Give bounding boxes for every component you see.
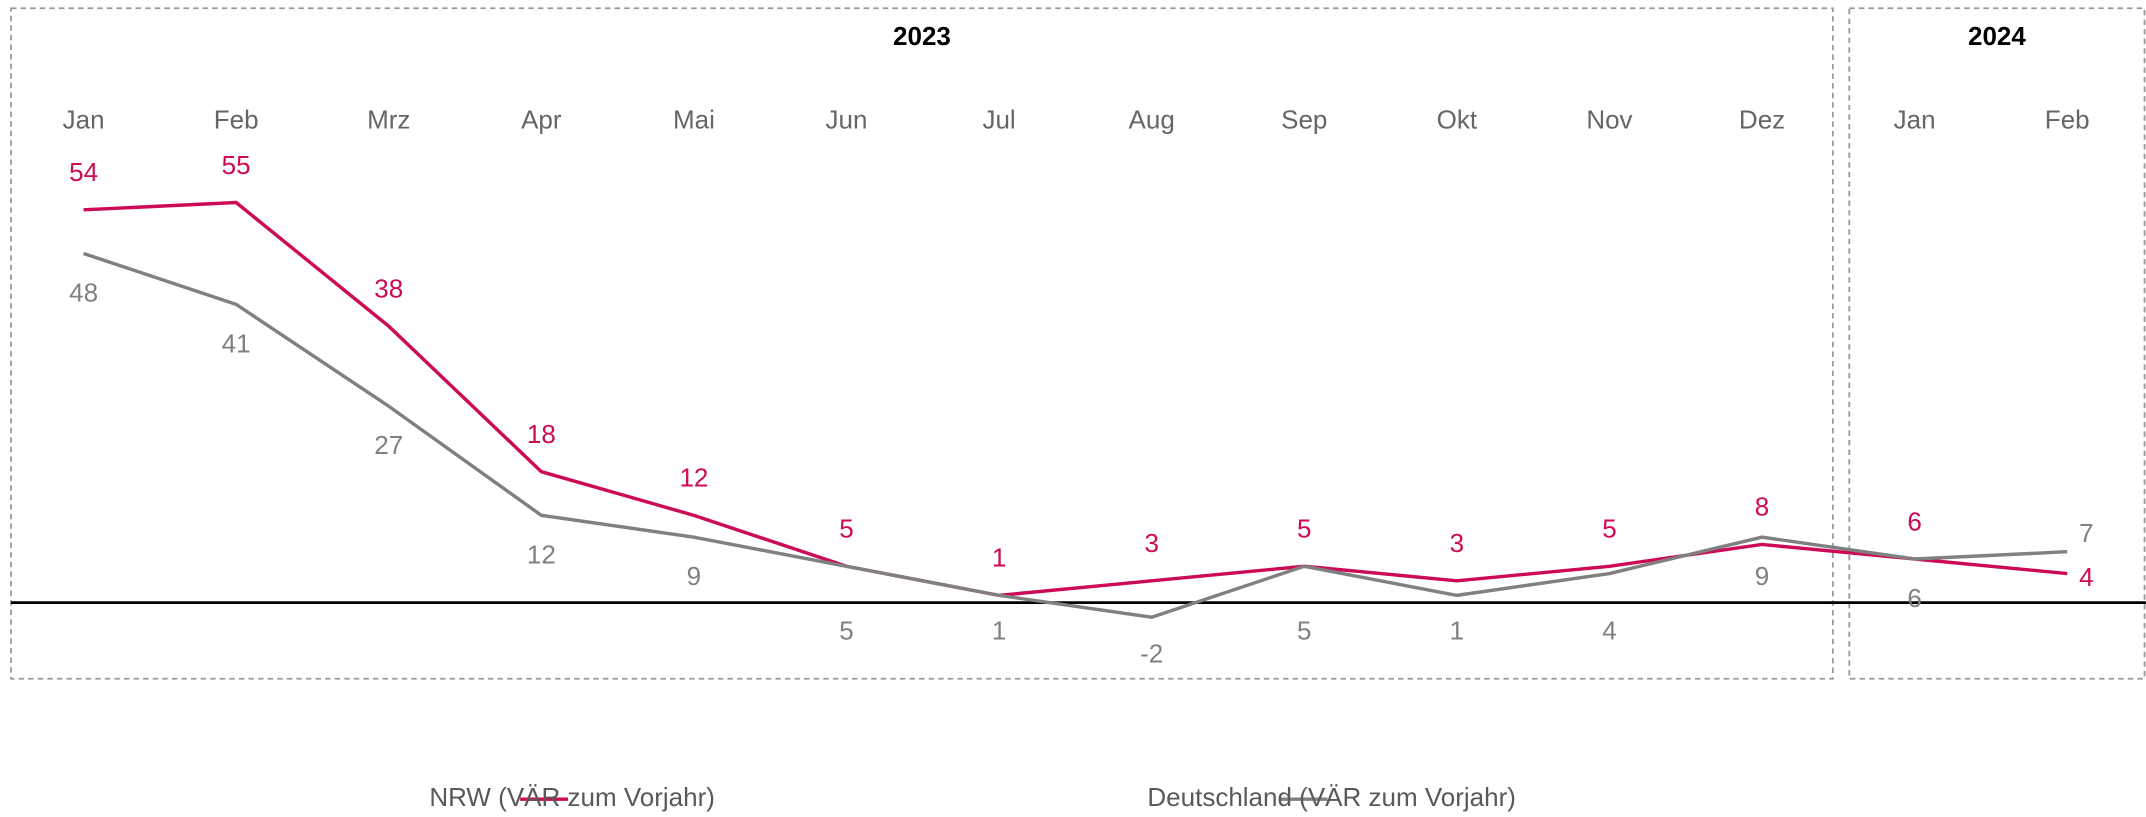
- data-label: 6: [1907, 583, 1921, 613]
- month-label: Jun: [826, 105, 868, 135]
- year-box: [1848, 7, 2146, 680]
- data-label: 48: [69, 277, 98, 307]
- data-label: 6: [1907, 506, 1921, 536]
- month-label: Apr: [521, 105, 562, 135]
- month-label: Jul: [982, 105, 1015, 135]
- month-label: Feb: [214, 105, 259, 135]
- month-label: Jan: [63, 105, 105, 135]
- data-label: 9: [1755, 561, 1769, 591]
- data-label: 9: [687, 561, 701, 591]
- month-label: Aug: [1129, 105, 1175, 135]
- data-label: 4: [1602, 616, 1616, 646]
- legend-label: Deutschland (VÄR zum Vorjahr): [1147, 782, 1515, 812]
- data-label: 4: [2079, 562, 2093, 592]
- year-label: 2024: [1968, 21, 2026, 51]
- month-label: Feb: [2045, 105, 2090, 135]
- month-label: Okt: [1437, 105, 1478, 135]
- data-label: 27: [374, 430, 403, 460]
- data-label: 3: [1450, 528, 1464, 558]
- series-line: [83, 200, 2068, 598]
- data-label: 1: [1450, 616, 1464, 646]
- data-label: 5: [1297, 616, 1311, 646]
- year-label: 2023: [893, 21, 951, 51]
- month-label: Sep: [1281, 105, 1327, 135]
- data-label: 54: [69, 157, 98, 187]
- data-label: 5: [1602, 514, 1616, 544]
- data-label: 5: [839, 514, 853, 544]
- legend-label: NRW (VÄR zum Vorjahr): [429, 782, 715, 812]
- data-label: 38: [374, 274, 403, 304]
- data-label: 5: [1297, 514, 1311, 544]
- data-label: 8: [1755, 492, 1769, 522]
- data-label: 1: [992, 616, 1006, 646]
- data-label: 18: [527, 419, 556, 449]
- month-label: Dez: [1739, 105, 1785, 135]
- month-label: Mai: [673, 105, 715, 135]
- month-label: Jan: [1894, 105, 1936, 135]
- data-label: 7: [2079, 518, 2093, 548]
- data-label: 5: [839, 616, 853, 646]
- data-label: 41: [222, 328, 251, 358]
- data-label: -2: [1140, 638, 1163, 668]
- series-line: [83, 251, 2068, 619]
- year-box: [10, 7, 1834, 680]
- data-label: 12: [527, 539, 556, 569]
- month-label: Mrz: [367, 105, 410, 135]
- data-label: 1: [992, 543, 1006, 573]
- data-label: 12: [679, 463, 708, 493]
- month-label: Nov: [1586, 105, 1632, 135]
- data-label: 55: [222, 150, 251, 180]
- data-label: 3: [1144, 528, 1158, 558]
